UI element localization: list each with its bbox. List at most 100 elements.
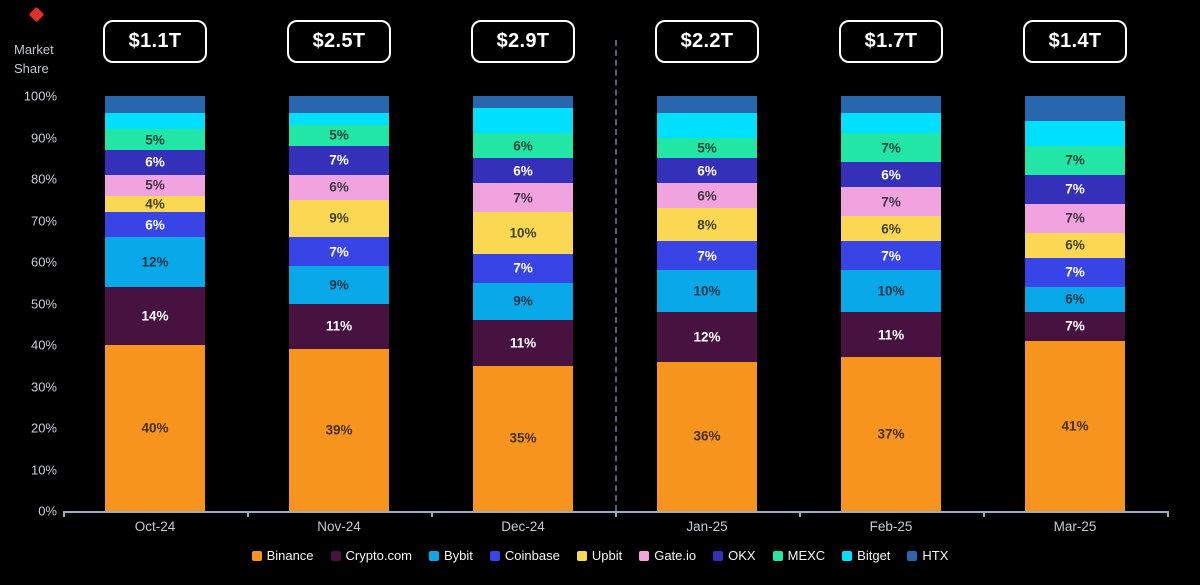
bar-segment-bitget-feb-25[interactable] [841,112,941,134]
segment-value-label: 7% [1065,181,1085,197]
bar-segment-htx-jan-25[interactable] [657,96,757,113]
bar-segment-gateio-oct-24[interactable]: 5% [105,174,205,196]
y-tick-label-30: 30% [30,379,57,394]
bar-segment-bybit-dec-24[interactable]: 9% [473,282,573,321]
bar-segment-htx-nov-24[interactable] [289,96,389,113]
bar-segment-mexc-nov-24[interactable]: 5% [289,125,389,146]
segment-value-label: 11% [325,318,353,334]
bar-segment-okx-nov-24[interactable]: 7% [289,145,389,175]
x-tick-label-oct-24: Oct-24 [134,519,176,534]
bar-segment-cryptocom-jan-25[interactable]: 12% [657,311,757,362]
bar-segment-cryptocom-mar-25[interactable]: 7% [1025,311,1125,341]
legend-swatch-icon [639,550,650,561]
bar-segment-mexc-mar-25[interactable]: 7% [1025,145,1125,175]
bar-segment-bitget-nov-24[interactable] [289,112,389,126]
segment-value-label: 5% [145,132,165,148]
bar-segment-bitget-jan-25[interactable] [657,112,757,138]
legend-label: Gate.io [654,548,697,563]
bar-segment-coinbase-mar-25[interactable]: 7% [1025,257,1125,287]
bar-segment-coinbase-nov-24[interactable]: 7% [289,237,389,267]
bar-segment-binance-feb-25[interactable]: 37% [841,357,941,511]
bar-segment-okx-feb-25[interactable]: 6% [841,162,941,188]
bar-segment-upbit-feb-25[interactable]: 6% [841,216,941,242]
segment-value-label: 7% [881,140,901,156]
bar-segment-okx-oct-24[interactable]: 6% [105,149,205,175]
segment-value-label: 5% [145,177,165,193]
y-tick-label-70: 70% [30,213,57,228]
bar-segment-cryptocom-nov-24[interactable]: 11% [289,303,389,350]
bar-segment-bitget-oct-24[interactable] [105,112,205,130]
legend-item-binance[interactable]: Binance [251,548,314,563]
legend-item-htx[interactable]: HTX [907,548,948,563]
bar-segment-htx-feb-25[interactable] [841,96,941,113]
segment-value-label: 6% [145,154,165,170]
bar-segment-binance-oct-24[interactable]: 40% [105,345,205,511]
bar-segment-bitget-mar-25[interactable] [1025,120,1125,146]
bar-segment-mexc-feb-25[interactable]: 7% [841,133,941,163]
bar-segment-htx-oct-24[interactable] [105,96,205,113]
bar-segment-coinbase-oct-24[interactable]: 6% [105,212,205,238]
bar-segment-gateio-feb-25[interactable]: 7% [841,187,941,217]
legend-swatch-icon [251,550,262,561]
segment-value-label: 6% [697,163,717,179]
y-tick-label-10: 10% [30,462,57,477]
bar-segment-okx-dec-24[interactable]: 6% [473,158,573,184]
bar-segment-bybit-feb-25[interactable]: 10% [841,270,941,312]
bar-segment-okx-jan-25[interactable]: 6% [657,158,757,184]
total-volume-badge-dec-24: $2.9T [471,20,575,63]
bar-segment-binance-dec-24[interactable]: 35% [473,365,573,511]
bar-segment-binance-jan-25[interactable]: 36% [657,361,757,511]
bar-segment-coinbase-jan-25[interactable]: 7% [657,241,757,271]
segment-value-label: 14% [141,308,169,324]
y-tick-label-90: 90% [30,130,57,145]
bar-segment-cryptocom-feb-25[interactable]: 11% [841,311,941,358]
bar-segment-bybit-nov-24[interactable]: 9% [289,266,389,304]
bar-segment-binance-nov-24[interactable]: 39% [289,349,389,511]
bar-segment-htx-mar-25[interactable] [1025,96,1125,121]
legend-item-upbit[interactable]: Upbit [576,548,622,563]
bar-segment-mexc-oct-24[interactable]: 5% [105,129,205,150]
bar-segment-htx-dec-24[interactable] [473,96,573,109]
bar-segment-bybit-mar-25[interactable]: 6% [1025,286,1125,312]
bar-segment-upbit-nov-24[interactable]: 9% [289,199,389,238]
bar-segment-upbit-dec-24[interactable]: 10% [473,212,573,254]
x-axis-tick [431,511,433,517]
y-axis-title-line2: Share [14,60,49,76]
bar-segment-coinbase-feb-25[interactable]: 7% [841,241,941,271]
segment-value-label: 41% [1061,418,1089,434]
total-volume-badge-oct-24: $1.1T [103,20,207,63]
bar-segment-cryptocom-oct-24[interactable]: 14% [105,286,205,345]
legend-item-mexc[interactable]: MEXC [772,548,825,563]
segment-value-label: 9% [329,210,349,226]
bar-segment-upbit-mar-25[interactable]: 6% [1025,232,1125,258]
bar-segment-gateio-jan-25[interactable]: 6% [657,183,757,209]
legend-item-gateio[interactable]: Gate.io [639,548,696,563]
legend-item-cryptocom[interactable]: Crypto.com [330,548,412,563]
segment-value-label: 7% [1065,152,1085,168]
segment-value-label: 6% [513,138,533,154]
segment-value-label: 7% [1065,318,1085,334]
bar-segment-okx-mar-25[interactable]: 7% [1025,174,1125,204]
legend-swatch-icon [489,550,500,561]
bar-segment-gateio-mar-25[interactable]: 7% [1025,203,1125,233]
bar-segment-binance-mar-25[interactable]: 41% [1025,340,1125,511]
bar-segment-coinbase-dec-24[interactable]: 7% [473,253,573,283]
legend-item-bybit[interactable]: Bybit [429,548,473,563]
legend-item-coinbase[interactable]: Coinbase [489,548,560,563]
bar-segment-upbit-jan-25[interactable]: 8% [657,208,757,242]
bar-dec-24: 35% 11% 9% 7% 10% 7% 6% 6% [473,96,573,511]
bar-segment-upbit-oct-24[interactable]: 4% [105,195,205,213]
legend-swatch-icon [330,550,341,561]
bar-segment-mexc-dec-24[interactable]: 6% [473,133,573,159]
bar-segment-cryptocom-dec-24[interactable]: 11% [473,320,573,366]
bar-segment-bitget-dec-24[interactable] [473,108,573,134]
bar-segment-mexc-jan-25[interactable]: 5% [657,137,757,159]
legend-item-bitget[interactable]: Bitget [842,548,890,563]
segment-value-label: 7% [329,244,349,260]
bar-segment-gateio-nov-24[interactable]: 6% [289,174,389,200]
bar-segment-bybit-jan-25[interactable]: 10% [657,270,757,312]
bar-segment-bybit-oct-24[interactable]: 12% [105,237,205,287]
bar-segment-gateio-dec-24[interactable]: 7% [473,183,573,213]
legend-item-okx[interactable]: OKX [713,548,756,563]
legend: Binance Crypto.com Bybit Coinbase Upbit Gate.… [0,548,1200,563]
